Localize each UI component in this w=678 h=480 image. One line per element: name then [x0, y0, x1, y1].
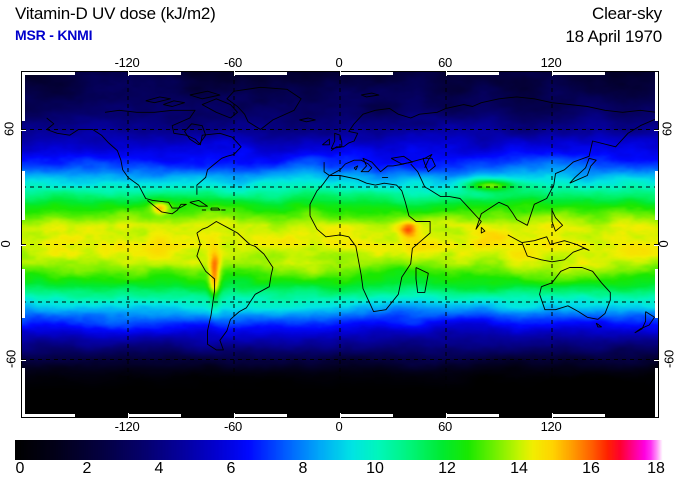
x-axis-label-top-60: 60 — [438, 55, 452, 70]
colorbar-tick-2: 2 — [82, 460, 92, 477]
axis-edge-segment — [22, 269, 25, 319]
data-source-label: MSR - KNMI — [15, 27, 93, 43]
axis-edge-segment — [340, 72, 393, 75]
colorbar-tick-4: 4 — [154, 460, 164, 477]
y-axis-label-left-0: 0 — [0, 240, 13, 247]
y-axis-label-right-60: 60 — [659, 121, 675, 136]
y-tickmark — [654, 129, 659, 131]
x-axis-label-bottom-60: 60 — [438, 419, 452, 434]
y-tickmark — [21, 244, 26, 246]
axis-edge-segment — [655, 367, 658, 417]
colorbar-tick-labels: 0 2 4 6 8 10 12 14 16 18 — [15, 460, 665, 480]
y-tickmark — [654, 244, 659, 246]
uv-dose-heatmap — [22, 72, 658, 417]
x-axis-label-bottom--60: -60 — [224, 419, 242, 434]
colorbar-tick-6: 6 — [226, 460, 236, 477]
x-axis-label-bottom--120: -120 — [114, 419, 140, 434]
y-tickmark — [21, 359, 26, 361]
x-tickmark — [128, 71, 129, 76]
axis-edge-segment — [22, 170, 25, 220]
y-axis-label-right--60: -60 — [661, 349, 677, 368]
axis-edge-segment — [234, 72, 287, 75]
x-axis-label-top--60: -60 — [224, 55, 242, 70]
colorbar-tick-10: 10 — [366, 460, 384, 477]
x-axis-label-bottom-0: 0 — [335, 419, 343, 434]
map-plot-area — [21, 71, 659, 418]
x-axis-label-top--120: -120 — [114, 55, 140, 70]
date-label: 18 April 1970 — [565, 27, 662, 46]
x-tickmark — [552, 413, 553, 418]
axis-edge-segment — [552, 72, 605, 75]
x-tickmark — [446, 413, 447, 418]
axis-edge-segment — [22, 414, 75, 417]
x-axis-label-top-0: 0 — [335, 55, 343, 70]
axis-edge-segment — [234, 414, 287, 417]
y-axis-label-right-0: 0 — [655, 240, 671, 247]
axis-edge-segment — [22, 367, 25, 417]
axis-edge-segment — [655, 269, 658, 319]
colorbar-tick-12: 12 — [438, 460, 456, 477]
colorbar-tick-16: 16 — [582, 460, 600, 477]
x-tickmark — [234, 413, 235, 418]
x-tickmark — [234, 71, 235, 76]
axis-edge-segment — [655, 170, 658, 220]
colorbar-tick-8: 8 — [298, 460, 308, 477]
colorbar-tick-14: 14 — [510, 460, 528, 477]
y-axis-label-left-60: 60 — [1, 121, 17, 136]
axis-edge-segment — [446, 72, 499, 75]
colorbar-tick-0: 0 — [15, 460, 25, 477]
y-axis-label-left--60: -60 — [3, 349, 19, 368]
y-tickmark — [654, 359, 659, 361]
axis-edge-segment — [128, 414, 181, 417]
axis-edge-segment — [22, 72, 25, 122]
sky-condition-label: Clear-sky — [592, 4, 662, 23]
x-tickmark — [340, 71, 341, 76]
x-axis-label-top-120: 120 — [540, 55, 562, 70]
axis-edge-segment — [22, 72, 75, 75]
x-axis-label-bottom-120: 120 — [540, 419, 562, 434]
axis-edge-segment — [552, 414, 605, 417]
colorbar-gradient — [15, 440, 663, 460]
x-tickmark — [340, 413, 341, 418]
x-tickmark — [552, 71, 553, 76]
y-tickmark — [21, 129, 26, 131]
axis-edge-segment — [655, 72, 658, 122]
axis-edge-segment — [340, 414, 393, 417]
axis-edge-segment — [128, 72, 181, 75]
axis-edge-segment — [446, 414, 499, 417]
colorbar-tick-18: 18 — [647, 460, 665, 477]
colorbar — [15, 440, 663, 460]
x-tickmark — [128, 413, 129, 418]
x-tickmark — [446, 71, 447, 76]
page-title: Vitamin-D UV dose (kJ/m2) — [15, 4, 216, 23]
